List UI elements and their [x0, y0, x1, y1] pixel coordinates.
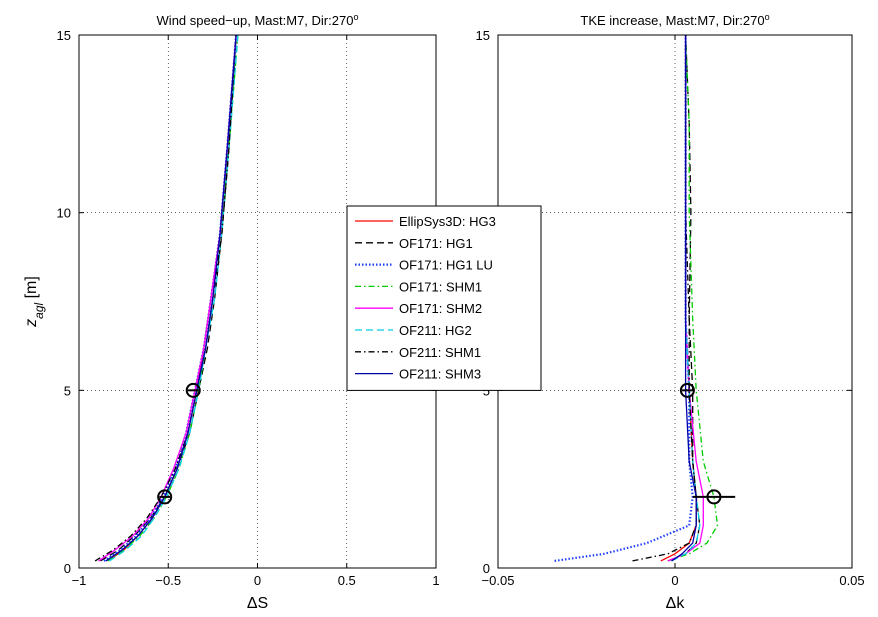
- series-line-of171-shm2: [98, 34, 237, 562]
- series-line-of171-hg1-lu: [554, 35, 694, 562]
- x-tick-label: −1: [72, 573, 87, 588]
- right-measurement-markers: [679, 382, 736, 505]
- legend-entry-label: OF171: SHM2: [399, 301, 482, 316]
- right-gridlines: [497, 34, 853, 569]
- y-tick-label: 0: [64, 561, 71, 576]
- legend-entry-label: OF211: HG2: [399, 323, 472, 338]
- legend-entry-label: OF211: SHM3: [399, 367, 481, 382]
- left-x-axis-label: ΔS: [247, 595, 268, 612]
- y-tick-label: 0: [483, 561, 490, 576]
- y-tick-label: 5: [64, 383, 71, 398]
- left-y-axis-label: zagl [m]: [23, 276, 46, 328]
- left-chart-title: Wind speed−up, Mast:M7, Dir:270o: [157, 12, 359, 28]
- measurement-marker: [679, 382, 695, 398]
- series-line-of171-shm1: [667, 34, 719, 562]
- series-line-of211-hg2: [108, 34, 239, 562]
- series-line-of171-shm1: [107, 34, 239, 562]
- legend-entry-label: OF171: HG1 LU: [399, 258, 493, 273]
- x-tick-label: −0.05: [482, 573, 515, 588]
- legend-entry-label: OF171: HG1: [399, 236, 473, 251]
- x-tick-label: 0: [671, 573, 678, 588]
- left-series-lines: [94, 34, 239, 562]
- x-tick-label: −0.5: [155, 573, 181, 588]
- series-line-of171-hg1-lu: [103, 34, 238, 562]
- left-x-tick-labels: −1 −0.5 0 0.5 1: [72, 573, 440, 588]
- left-y-tick-labels: 0 5 10 15: [57, 28, 71, 576]
- series-line-of211-shm3: [671, 35, 697, 562]
- legend-entry-label: EllipSys3D: HG3: [399, 214, 496, 229]
- measurement-marker: [157, 489, 173, 505]
- left-panel-speed-up: −1 −0.5 0 0.5 1 0 5 10 15 Wind speed−up, Mast:M…: [23, 12, 440, 612]
- y-tick-label: 15: [57, 28, 71, 43]
- right-chart-title: TKE increase, Mast:M7, Dir:270o: [580, 12, 769, 28]
- legend-entry-label: OF211: SHM1: [399, 345, 481, 360]
- right-series-lines: [554, 34, 719, 562]
- y-tick-label: 10: [57, 206, 71, 221]
- right-axes-frame: [497, 34, 853, 569]
- measurement-marker: [185, 382, 201, 398]
- x-tick-label: 0: [254, 573, 261, 588]
- x-tick-label: 1: [432, 573, 439, 588]
- legend-entry-label: OF171: SHM1: [399, 279, 482, 294]
- series-line-of211-shm3: [105, 34, 237, 562]
- x-tick-label: 0.05: [839, 573, 864, 588]
- legend: EllipSys3D: HG3 OF171: HG1 OF171: HG1 LU OF…: [346, 205, 542, 391]
- series-line-ellipsys3d-hg3: [660, 35, 697, 562]
- right-x-tick-labels: −0.05 0 0.05: [482, 573, 865, 588]
- y-tick-label: 15: [476, 28, 490, 43]
- legend-box: [346, 205, 542, 391]
- left-measurement-markers: [157, 382, 201, 505]
- x-tick-label: 0.5: [338, 573, 356, 588]
- measurement-marker: [706, 489, 722, 505]
- right-x-axis-label: Δk: [666, 595, 686, 612]
